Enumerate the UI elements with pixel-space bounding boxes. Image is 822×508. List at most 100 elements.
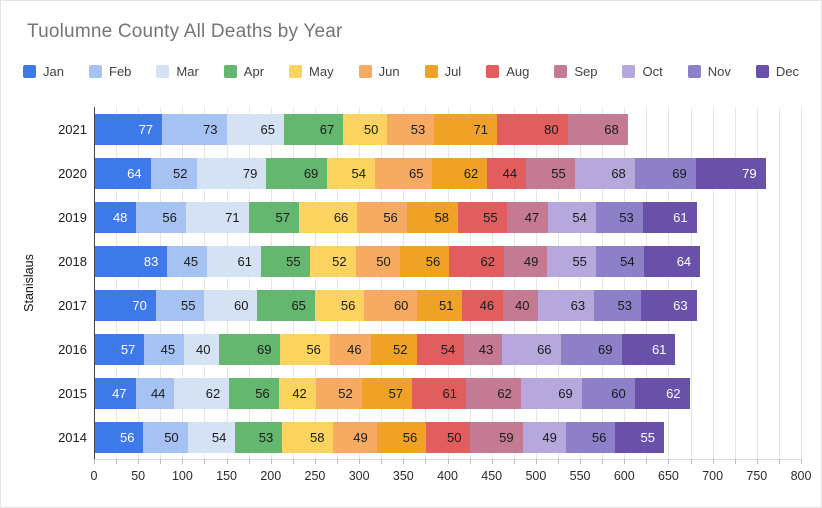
- bar-segment-2021-mar[interactable]: 65: [226, 113, 284, 145]
- bar-segment-2015-jul[interactable]: 57: [361, 377, 413, 409]
- bar-segment-2017-nov[interactable]: 53: [594, 289, 641, 321]
- bar-segment-2020-aug[interactable]: 44: [487, 157, 527, 189]
- bar-segment-2016-aug[interactable]: 54: [416, 333, 465, 365]
- bar-segment-2014-jan[interactable]: 56: [94, 421, 144, 453]
- bar-segment-2018-aug[interactable]: 62: [449, 245, 505, 277]
- bar-segment-2015-feb[interactable]: 44: [135, 377, 175, 409]
- bar-segment-2014-may[interactable]: 58: [282, 421, 334, 453]
- bar-segment-2020-dec[interactable]: 79: [695, 157, 766, 189]
- bar-segment-2016-jan[interactable]: 57: [94, 333, 145, 365]
- bar-segment-2021-jun[interactable]: 53: [387, 113, 435, 145]
- bar-segment-2014-jul[interactable]: 56: [376, 421, 427, 453]
- bar-segment-2018-apr[interactable]: 55: [261, 245, 310, 277]
- bar-segment-2019-dec[interactable]: 61: [642, 201, 697, 233]
- bar-segment-2016-jul[interactable]: 52: [370, 333, 417, 365]
- bar-segment-2019-apr[interactable]: 57: [248, 201, 299, 233]
- bar-segment-2015-sep[interactable]: 62: [466, 377, 521, 409]
- bar-segment-2016-sep[interactable]: 43: [464, 333, 503, 365]
- bar-segment-2019-aug[interactable]: 55: [458, 201, 507, 233]
- bar-segment-2020-mar[interactable]: 79: [196, 157, 267, 189]
- bar-segment-2017-jun[interactable]: 60: [364, 289, 418, 321]
- bar-segment-2016-nov[interactable]: 69: [560, 333, 622, 365]
- bar-segment-2016-mar[interactable]: 40: [184, 333, 220, 365]
- bar-segment-2021-aug[interactable]: 80: [496, 113, 568, 145]
- bar-segment-2017-oct[interactable]: 63: [538, 289, 595, 321]
- bar-segment-2020-nov[interactable]: 69: [634, 157, 696, 189]
- bar-segment-2020-jun[interactable]: 65: [375, 157, 433, 189]
- legend-item-feb[interactable]: Feb: [89, 64, 131, 79]
- bar-segment-2019-feb[interactable]: 56: [136, 201, 186, 233]
- bar-segment-2018-nov[interactable]: 54: [595, 245, 644, 277]
- bar-segment-2015-aug[interactable]: 61: [412, 377, 466, 409]
- bar-segment-2017-mar[interactable]: 60: [204, 289, 258, 321]
- bar-segment-2016-feb[interactable]: 45: [144, 333, 185, 365]
- bar-segment-2018-mar[interactable]: 61: [207, 245, 262, 277]
- bar-segment-2018-jan[interactable]: 83: [94, 245, 168, 277]
- legend-item-jan[interactable]: Jan: [23, 64, 64, 79]
- legend-item-dec[interactable]: Dec: [755, 64, 799, 79]
- bar-segment-2021-jul[interactable]: 71: [434, 113, 497, 145]
- bar-segment-2016-jun[interactable]: 46: [329, 333, 371, 365]
- bar-segment-2014-sep[interactable]: 59: [470, 421, 523, 453]
- bar-segment-2014-dec[interactable]: 55: [615, 421, 664, 453]
- bar-segment-2018-feb[interactable]: 45: [167, 245, 208, 277]
- bar-segment-2017-may[interactable]: 56: [314, 289, 365, 321]
- bar-segment-2017-sep[interactable]: 40: [503, 289, 539, 321]
- bar-segment-2018-jun[interactable]: 50: [355, 245, 400, 277]
- bar-segment-2018-may[interactable]: 52: [309, 245, 356, 277]
- bar-segment-2019-may[interactable]: 66: [298, 201, 358, 233]
- bar-segment-2017-dec[interactable]: 63: [640, 289, 697, 321]
- bar-segment-2019-jul[interactable]: 58: [406, 201, 459, 233]
- bar-segment-2017-jul[interactable]: 51: [417, 289, 463, 321]
- bar-segment-2017-jan[interactable]: 70: [94, 289, 156, 321]
- legend-item-aug[interactable]: Aug: [486, 64, 529, 79]
- bar-segment-2021-jan[interactable]: 77: [94, 113, 163, 145]
- bar-segment-2015-nov[interactable]: 60: [581, 377, 635, 409]
- bar-segment-2014-aug[interactable]: 50: [426, 421, 471, 453]
- bar-segment-2020-feb[interactable]: 52: [150, 157, 197, 189]
- legend-item-sep[interactable]: Sep: [554, 64, 597, 79]
- bar-segment-2015-jun[interactable]: 52: [315, 377, 362, 409]
- bar-segment-2018-oct[interactable]: 55: [547, 245, 596, 277]
- bar-segment-2015-may[interactable]: 42: [278, 377, 316, 409]
- bar-segment-2014-nov[interactable]: 56: [565, 421, 616, 453]
- bar-segment-2020-sep[interactable]: 55: [526, 157, 575, 189]
- legend-item-jul[interactable]: Jul: [424, 64, 461, 79]
- bar-segment-2017-feb[interactable]: 55: [155, 289, 205, 321]
- bar-segment-2015-dec[interactable]: 62: [634, 377, 690, 409]
- bar-segment-2021-sep[interactable]: 68: [567, 113, 628, 145]
- bar-segment-2015-apr[interactable]: 56: [229, 377, 279, 409]
- bar-segment-2019-jun[interactable]: 56: [357, 201, 407, 233]
- bar-segment-2018-sep[interactable]: 49: [504, 245, 548, 277]
- bar-segment-2021-may[interactable]: 50: [343, 113, 388, 145]
- bar-segment-2020-jan[interactable]: 64: [94, 157, 151, 189]
- bar-segment-2014-apr[interactable]: 53: [235, 421, 283, 453]
- bar-segment-2019-jan[interactable]: 48: [94, 201, 137, 233]
- legend-item-jun[interactable]: Jun: [358, 64, 400, 79]
- bar-segment-2021-apr[interactable]: 67: [283, 113, 344, 145]
- legend-item-oct[interactable]: Oct: [622, 64, 663, 79]
- bar-segment-2021-feb[interactable]: 73: [162, 113, 227, 145]
- bar-segment-2014-mar[interactable]: 54: [187, 421, 236, 453]
- bar-segment-2014-oct[interactable]: 49: [522, 421, 566, 453]
- bar-segment-2016-may[interactable]: 56: [280, 333, 330, 365]
- bar-segment-2014-jun[interactable]: 49: [333, 421, 377, 453]
- bar-segment-2020-jul[interactable]: 62: [432, 157, 488, 189]
- bar-segment-2020-apr[interactable]: 69: [266, 157, 328, 189]
- bar-segment-2016-apr[interactable]: 69: [219, 333, 281, 365]
- bar-segment-2015-mar[interactable]: 62: [174, 377, 230, 409]
- bar-segment-2020-oct[interactable]: 68: [574, 157, 635, 189]
- bar-segment-2017-aug[interactable]: 46: [462, 289, 504, 321]
- bar-segment-2015-oct[interactable]: 69: [520, 377, 582, 409]
- bar-segment-2018-dec[interactable]: 64: [643, 245, 701, 277]
- bar-segment-2020-may[interactable]: 54: [327, 157, 375, 189]
- bar-segment-2016-dec[interactable]: 61: [621, 333, 676, 365]
- bar-segment-2019-nov[interactable]: 53: [595, 201, 643, 233]
- bar-segment-2017-apr[interactable]: 65: [257, 289, 315, 321]
- legend-item-may[interactable]: May: [289, 64, 334, 79]
- bar-segment-2019-mar[interactable]: 71: [185, 201, 249, 233]
- legend-item-nov[interactable]: Nov: [687, 64, 731, 79]
- bar-segment-2019-oct[interactable]: 54: [548, 201, 596, 233]
- bar-segment-2016-oct[interactable]: 66: [502, 333, 561, 365]
- legend-item-mar[interactable]: Mar: [156, 64, 199, 79]
